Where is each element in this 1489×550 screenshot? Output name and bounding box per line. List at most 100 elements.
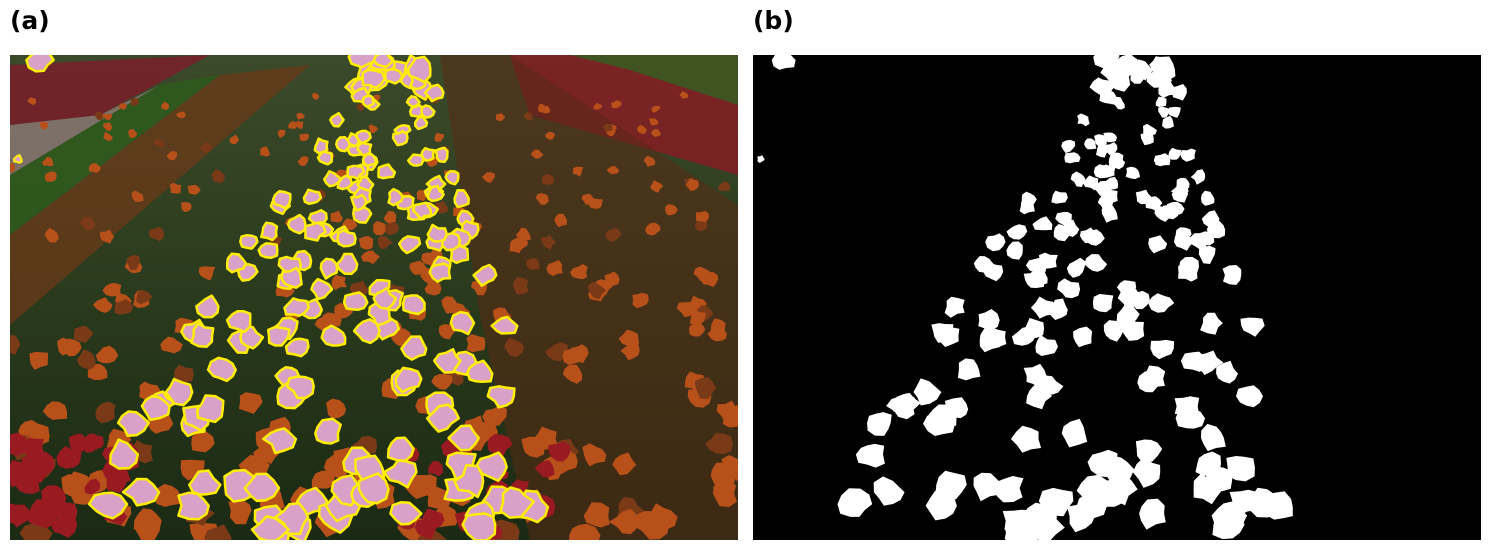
red-tulip — [428, 460, 443, 477]
orange-tulip — [612, 452, 637, 476]
orange-tulip — [139, 381, 161, 401]
mask-blob — [1172, 84, 1187, 101]
pink-tulip — [453, 188, 470, 209]
pink-tulip — [355, 129, 372, 145]
pink-tulip — [356, 141, 373, 157]
mask-blob — [1035, 334, 1058, 356]
mask-blob — [1051, 190, 1068, 204]
mask-blob — [1153, 153, 1171, 167]
orange-tulip — [545, 342, 569, 362]
pink-tulip — [283, 297, 311, 318]
orange-tulip — [569, 264, 588, 280]
pink-tulip — [190, 322, 215, 349]
pink-tulip — [196, 394, 225, 424]
red-tulip — [84, 478, 101, 495]
orange-tulip — [358, 236, 374, 250]
orange-tulip — [87, 364, 108, 381]
orange-tulip — [593, 102, 603, 110]
pink-tulip — [225, 252, 248, 274]
orange-tulip — [405, 475, 435, 500]
orange-tulip — [694, 377, 717, 399]
mask-blob — [1190, 169, 1206, 185]
orange-tulip — [153, 138, 165, 148]
orange-tulip — [525, 258, 540, 270]
pink-tulip — [372, 286, 398, 311]
pink-tulip — [346, 164, 366, 181]
orange-tulip — [73, 325, 94, 343]
mask-blob — [886, 393, 915, 420]
orange-tulip — [180, 202, 192, 212]
orange-tulip — [441, 296, 459, 314]
pink-tulip — [335, 136, 352, 153]
mask-blob — [771, 55, 796, 70]
orange-tulip — [689, 322, 706, 337]
mask-blob — [1116, 303, 1140, 326]
orange-tulip — [155, 483, 182, 507]
pink-tulip — [25, 55, 55, 73]
mask-blob — [1103, 320, 1124, 342]
pink-tulip — [316, 149, 334, 166]
orange-tulip — [643, 155, 656, 167]
mask-blob — [1149, 56, 1176, 81]
red-tulip — [21, 459, 44, 480]
mask-blob — [1201, 190, 1215, 206]
orange-tulip — [10, 162, 15, 173]
orange-tulip — [650, 129, 661, 138]
pink-tulip — [116, 410, 150, 438]
pink-tulip — [195, 294, 220, 319]
pink-tulip — [426, 223, 449, 243]
pink-tulip — [386, 436, 415, 463]
pink-tulip — [225, 310, 252, 334]
orange-tulip — [676, 302, 697, 318]
mask-blob — [1246, 487, 1276, 518]
pink-tulip — [352, 318, 381, 345]
orange-tulip — [632, 292, 649, 309]
mask-blob — [1029, 267, 1048, 289]
mask-blob — [1201, 423, 1226, 452]
mask-blob — [1140, 132, 1154, 146]
orange-tulip — [94, 111, 104, 121]
mask-blob — [939, 324, 960, 347]
orange-tulip — [581, 193, 595, 205]
mask-blob — [1240, 317, 1265, 337]
orange-tulip — [608, 508, 638, 535]
orange-tulip — [685, 178, 699, 191]
orange-tulip — [373, 221, 386, 236]
mask-blob — [855, 443, 885, 468]
orange-tulip — [542, 174, 554, 185]
red-row-left — [10, 55, 210, 125]
orange-tulip — [299, 133, 309, 142]
mask-blob — [1070, 171, 1086, 187]
pink-tulip — [391, 129, 409, 147]
mask-blob — [1139, 498, 1166, 530]
mask-blob — [1104, 176, 1119, 190]
pink-tulip — [140, 395, 171, 422]
pink-tulip — [400, 335, 428, 361]
mask-blob — [1130, 68, 1147, 84]
orange-tulip — [649, 118, 659, 126]
mask-blob — [1200, 312, 1223, 335]
mask-blob — [1187, 233, 1208, 251]
mask-blob — [1216, 360, 1238, 384]
orange-tulip — [515, 227, 531, 241]
red-tulip — [534, 460, 555, 478]
mask-blob — [1148, 293, 1175, 313]
orange-tulip — [588, 282, 607, 300]
orange-tulip — [482, 405, 507, 426]
orange-tulip — [10, 335, 21, 355]
orange-tulip — [297, 156, 309, 167]
mask-blob — [1141, 365, 1166, 389]
red-tulip — [548, 441, 571, 462]
orange-tulip — [29, 351, 49, 370]
pink-tulip — [350, 193, 368, 212]
mask-blob — [1093, 164, 1111, 179]
mask-blob — [1132, 457, 1161, 488]
pink-tulip — [387, 187, 404, 207]
orange-tulip — [100, 229, 115, 244]
mask-blob — [1212, 513, 1245, 540]
pink-tulip — [414, 115, 429, 131]
orange-tulip — [377, 235, 393, 249]
orange-tulip — [424, 279, 442, 296]
orange-tulip — [44, 228, 59, 243]
orange-tulip — [238, 392, 263, 414]
